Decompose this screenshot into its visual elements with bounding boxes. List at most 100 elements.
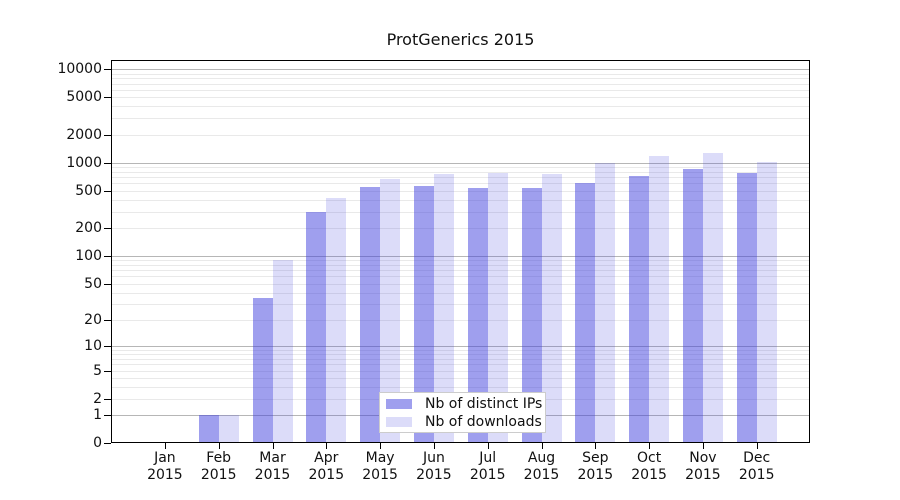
y-tick-label: 1000 [66, 154, 102, 171]
x-tick-mark [326, 443, 328, 449]
y-tick-mark [104, 370, 111, 372]
gridline-minor [111, 199, 810, 201]
gridline-minor [111, 73, 810, 75]
bar-downloads-dec [756, 161, 777, 443]
bar-ips-jul [467, 188, 488, 443]
bar-ips-sep [575, 183, 596, 443]
y-tick-label: 50 [84, 275, 102, 292]
gridline-minor [111, 89, 810, 91]
y-tick-label: 2000 [66, 126, 102, 143]
y-tick-label: 0 [93, 435, 102, 452]
legend-item: Nb of downloads [380, 413, 545, 430]
gridline-minor [111, 349, 810, 351]
y-tick-mark [104, 283, 111, 285]
gridline-minor [111, 260, 810, 262]
y-tick-mark [104, 415, 111, 417]
gridline-minor [111, 171, 810, 173]
gridline-major [111, 345, 810, 347]
bar-ips-jun [413, 185, 434, 443]
x-tick-mark [218, 443, 220, 449]
y-tick-label: 100 [75, 247, 102, 264]
gridline-minor [111, 190, 810, 192]
y-tick-label: 5000 [66, 89, 102, 106]
gridline-minor [111, 106, 810, 108]
y-tick-mark [104, 319, 111, 321]
bar-ips-may [360, 187, 381, 443]
gridline-minor [111, 387, 810, 388]
bar-downloads-jul [487, 173, 508, 443]
y-tick-mark [104, 69, 111, 71]
gridline-major [111, 69, 810, 71]
x-tick-mark [649, 443, 651, 449]
x-tick-mark [272, 443, 274, 449]
y-tick-mark [104, 443, 111, 445]
gridline-major [111, 255, 810, 257]
gridline-minor [111, 292, 810, 294]
legend-label: Nb of downloads [425, 413, 542, 430]
bar-downloads-oct [649, 156, 670, 443]
y-tick-mark [104, 398, 111, 400]
x-tick-label: Oct 2015 [631, 450, 667, 483]
x-tick-label: Feb 2015 [200, 450, 237, 483]
gridline-minor [111, 354, 810, 355]
gridline-minor [111, 264, 810, 266]
y-tick-label: 200 [75, 219, 102, 236]
legend: Nb of distinct IPs Nb of downloads [379, 392, 546, 433]
y-tick-label: 2 [93, 390, 102, 407]
gridline-minor [111, 303, 810, 305]
x-tick-mark [756, 443, 758, 449]
x-tick-mark [164, 443, 166, 449]
y-tick-mark [104, 134, 111, 136]
gridline-minor [111, 97, 810, 99]
bar-downloads-nov [702, 153, 723, 443]
bar-ips-oct [629, 176, 650, 443]
gridline-minor [111, 276, 810, 278]
y-tick-label: 500 [75, 182, 102, 199]
y-tick-mark [104, 97, 111, 99]
bar-ips-aug [521, 187, 542, 443]
gridline-minor [111, 183, 810, 185]
gridline-minor [111, 166, 810, 168]
bar-downloads-apr [326, 198, 347, 443]
gridline-minor [111, 358, 810, 360]
legend-label: Nb of distinct IPs [425, 395, 543, 412]
x-tick-label: May 2015 [362, 450, 398, 483]
y-tick-label: 10000 [57, 61, 102, 78]
bar-downloads-sep [595, 163, 616, 443]
gridline-minor [111, 83, 810, 85]
bar-ips-nov [682, 169, 703, 443]
y-tick-label: 10 [84, 337, 102, 354]
bar-downloads-may [380, 178, 401, 443]
x-tick-label: Jul 2015 [469, 450, 506, 483]
y-tick-mark [104, 345, 111, 347]
x-tick-mark [433, 443, 435, 449]
bar-ips-mar [252, 297, 273, 443]
bar-ips-dec [736, 173, 757, 443]
y-tick-label: 5 [93, 362, 102, 379]
gridline-minor [111, 377, 810, 379]
legend-swatch-ips [386, 398, 412, 409]
y-tick-mark [104, 190, 111, 192]
x-tick-mark [702, 443, 704, 449]
gridline-minor [111, 270, 810, 272]
legend-item: Nb of distinct IPs [380, 395, 545, 412]
x-tick-label: Sep 2015 [577, 450, 614, 483]
x-tick-mark [595, 443, 597, 449]
x-tick-mark [380, 443, 382, 449]
y-tick-mark [104, 162, 111, 164]
x-tick-label: Jan 2015 [147, 450, 183, 483]
gridline-minor [111, 227, 810, 229]
gridline-minor [111, 211, 810, 213]
x-tick-label: Jun 2015 [416, 450, 452, 483]
chart-title: ProtGenerics 2015 [386, 30, 535, 49]
bar-ips-apr [306, 211, 327, 443]
x-tick-label: Aug 2015 [523, 450, 560, 483]
x-tick-label: Mar 2015 [254, 450, 291, 483]
y-tick-label: 20 [84, 311, 102, 328]
x-tick-label: Dec 2015 [738, 450, 775, 483]
x-tick-label: Apr 2015 [308, 450, 345, 483]
gridline-major [111, 162, 810, 164]
gridline-minor [111, 364, 810, 366]
gridline-minor [111, 78, 810, 80]
